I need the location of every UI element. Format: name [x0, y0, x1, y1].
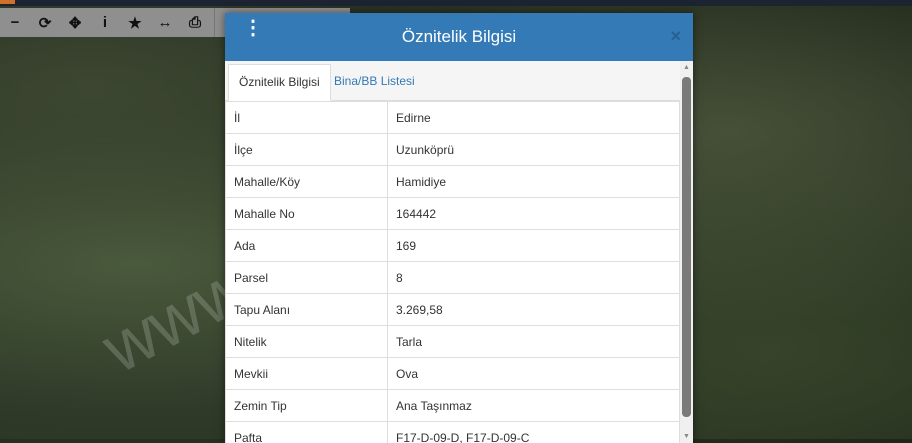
attribute-value: Tarla — [388, 326, 680, 358]
info-icon: i — [103, 14, 107, 31]
scroll-up-icon[interactable]: ▲ — [683, 64, 690, 71]
attribute-label: Tapu Alanı — [226, 294, 388, 326]
dialog-header: ⋮ Öznitelik Bilgisi × — [225, 13, 693, 61]
top-bar — [0, 0, 912, 6]
tab-bar: Öznitelik Bilgisi Bina/BB Listesi — [225, 61, 680, 101]
toolbar-divider — [214, 8, 216, 37]
zoom-out-icon: − — [11, 14, 20, 31]
attribute-value: 169 — [388, 230, 680, 262]
info-button[interactable]: i — [90, 8, 120, 37]
locate-button[interactable]: ✥ — [60, 8, 90, 37]
attribute-label: Mevkii — [226, 358, 388, 390]
attribute-label: Zemin Tip — [226, 390, 388, 422]
attribute-label: Mahalle/Köy — [226, 166, 388, 198]
star-button[interactable]: ★ — [120, 8, 150, 37]
zoom-out-button[interactable]: − — [0, 8, 30, 37]
attribute-label: İl — [226, 102, 388, 134]
attribute-info-dialog: ⋮ Öznitelik Bilgisi × Öznitelik Bilgisi … — [225, 13, 693, 443]
attribute-value: 8 — [388, 262, 680, 294]
close-icon[interactable]: × — [670, 26, 681, 47]
attribute-value: 164442 — [388, 198, 680, 230]
print-button[interactable]: ⎙ — [180, 8, 210, 37]
attribute-label: Parsel — [226, 262, 388, 294]
attribute-value: Edirne — [388, 102, 680, 134]
tab-building-list[interactable]: Bina/BB Listesi — [324, 64, 425, 99]
refresh-button[interactable]: ⟳ — [30, 8, 60, 37]
attribute-value: Uzunköprü — [388, 134, 680, 166]
attribute-label: Pafta — [226, 422, 388, 443]
attribute-value: Ova — [388, 358, 680, 390]
attribute-label: Ada — [226, 230, 388, 262]
scrollbar-thumb[interactable] — [682, 77, 691, 417]
attribute-value: Hamidiye — [388, 166, 680, 198]
locate-icon: ✥ — [69, 14, 82, 32]
attribute-label: Nitelik — [226, 326, 388, 358]
refresh-icon: ⟳ — [39, 14, 52, 32]
dialog-title: Öznitelik Bilgisi — [225, 27, 693, 47]
attribute-value: F17-D-09-D, F17-D-09-C — [388, 422, 680, 443]
star-icon: ★ — [128, 14, 141, 32]
print-icon: ⎙ — [189, 14, 201, 31]
scrollbar[interactable]: ▲ ▼ — [680, 61, 693, 443]
attribute-label: İlçe — [226, 134, 388, 166]
measure-icon: ↔ — [158, 14, 173, 31]
attribute-label: Mahalle No — [226, 198, 388, 230]
attribute-value: Ana Taşınmaz — [388, 390, 680, 422]
attribute-value: 3.269,58 — [388, 294, 680, 326]
measure-button[interactable]: ↔ — [150, 8, 180, 37]
tab-attribute-info[interactable]: Öznitelik Bilgisi — [228, 64, 331, 101]
